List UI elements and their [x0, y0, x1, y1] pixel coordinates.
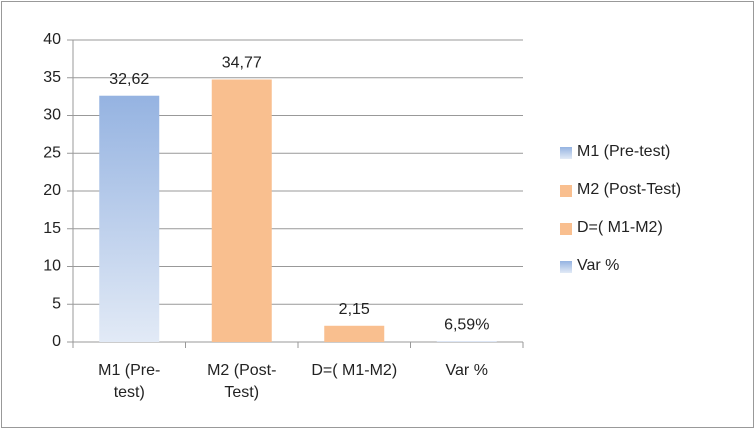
y-tick-label: 30	[43, 107, 61, 124]
y-tick-label: 25	[43, 144, 61, 161]
legend-label: Var %	[577, 257, 620, 274]
legend-swatch	[560, 223, 572, 235]
legend-swatch	[560, 185, 572, 197]
y-tick-label: 10	[43, 258, 61, 275]
x-tick-label: M1 (Pre-test)	[98, 362, 161, 401]
y-tick-label: 0	[52, 333, 61, 350]
y-tick-label: 40	[43, 31, 61, 48]
value-label: 34,77	[222, 55, 262, 72]
y-tick-label: 20	[43, 182, 61, 199]
y-tick-label: 5	[52, 295, 61, 312]
value-label: 32,62	[109, 71, 149, 88]
x-tick-label: Var %	[445, 362, 488, 379]
value-label: 6,59%	[444, 317, 489, 334]
bar	[211, 79, 272, 342]
bar	[324, 325, 385, 342]
bar	[99, 95, 160, 343]
legend-label: D=( M1-M2)	[577, 219, 663, 236]
y-tick-label: 35	[43, 69, 61, 86]
legend-label: M1 (Pre-test)	[577, 143, 671, 160]
value-label: 2,15	[339, 301, 370, 318]
x-tick-label: M2 (Post-Test)	[207, 362, 277, 401]
y-tick-label: 15	[43, 220, 61, 237]
legend-label: M2 (Post-Test)	[577, 181, 682, 198]
legend-swatch	[560, 261, 572, 273]
x-tick-label: D=( M1-M2)	[311, 362, 398, 379]
legend-swatch	[560, 147, 572, 159]
